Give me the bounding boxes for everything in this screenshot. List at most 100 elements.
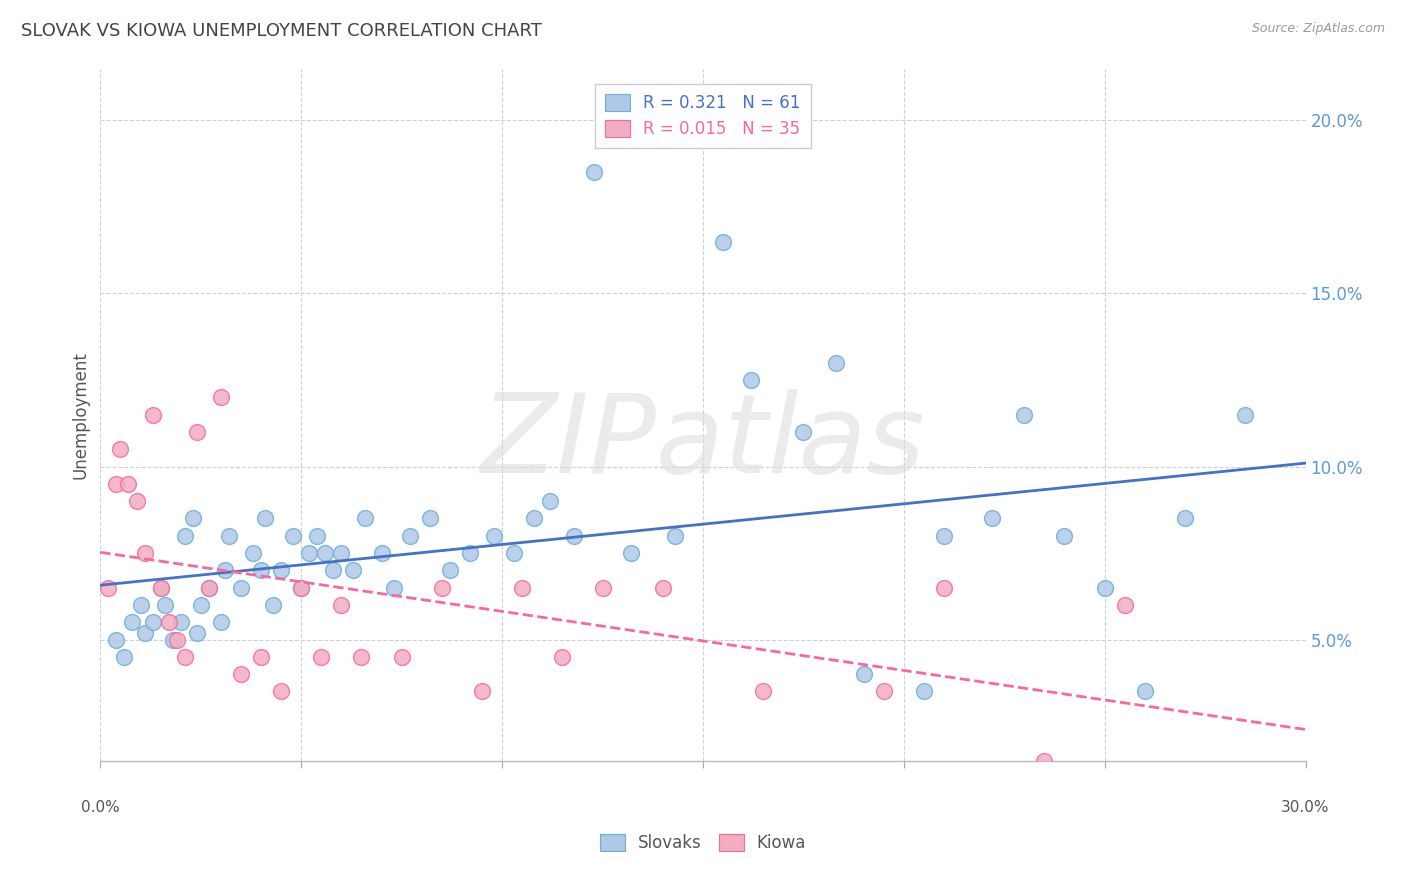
Text: Source: ZipAtlas.com: Source: ZipAtlas.com — [1251, 22, 1385, 36]
Point — [173, 529, 195, 543]
Point — [157, 615, 180, 630]
Point — [105, 632, 128, 647]
Point — [551, 649, 574, 664]
Point — [932, 581, 955, 595]
Text: 30.0%: 30.0% — [1281, 799, 1330, 814]
Point — [134, 625, 156, 640]
Point — [1094, 581, 1116, 595]
Point — [254, 511, 277, 525]
Point — [752, 684, 775, 698]
Point — [510, 581, 533, 595]
Point — [117, 476, 139, 491]
Point — [503, 546, 526, 560]
Point — [792, 425, 814, 439]
Point — [250, 649, 273, 664]
Point — [186, 425, 208, 439]
Point — [824, 356, 846, 370]
Point — [170, 615, 193, 630]
Legend: Slovaks, Kiowa: Slovaks, Kiowa — [593, 827, 813, 859]
Point — [142, 615, 165, 630]
Point — [458, 546, 481, 560]
Point — [290, 581, 312, 595]
Point — [110, 442, 132, 457]
Point — [370, 546, 392, 560]
Point — [198, 581, 221, 595]
Point — [322, 563, 344, 577]
Point — [430, 581, 453, 595]
Point — [564, 529, 586, 543]
Point — [471, 684, 494, 698]
Point — [149, 581, 172, 595]
Point — [482, 529, 505, 543]
Text: ZIPatlas: ZIPatlas — [481, 389, 925, 496]
Point — [114, 649, 136, 664]
Point — [439, 563, 461, 577]
Point — [270, 563, 292, 577]
Point — [1234, 408, 1257, 422]
Point — [1133, 684, 1156, 698]
Point — [142, 408, 165, 422]
Point — [307, 529, 329, 543]
Point — [342, 563, 364, 577]
Point — [398, 529, 420, 543]
Point — [391, 649, 413, 664]
Point — [330, 598, 353, 612]
Point — [198, 581, 221, 595]
Point — [149, 581, 172, 595]
Point — [583, 165, 606, 179]
Point — [523, 511, 546, 525]
Legend: R = 0.321   N = 61, R = 0.015   N = 35: R = 0.321 N = 61, R = 0.015 N = 35 — [595, 84, 811, 148]
Point — [852, 667, 875, 681]
Point — [1174, 511, 1197, 525]
Point — [186, 625, 208, 640]
Point — [214, 563, 236, 577]
Point — [350, 649, 373, 664]
Point — [912, 684, 935, 698]
Point — [290, 581, 312, 595]
Point — [229, 667, 252, 681]
Point — [125, 494, 148, 508]
Point — [190, 598, 212, 612]
Point — [620, 546, 643, 560]
Point — [121, 615, 143, 630]
Text: 0.0%: 0.0% — [82, 799, 120, 814]
Point — [229, 581, 252, 595]
Point — [218, 529, 240, 543]
Point — [592, 581, 614, 595]
Point — [664, 529, 686, 543]
Point — [162, 632, 184, 647]
Point — [932, 529, 955, 543]
Point — [153, 598, 176, 612]
Point — [311, 649, 333, 664]
Point — [1053, 529, 1076, 543]
Point — [242, 546, 264, 560]
Point — [250, 563, 273, 577]
Point — [134, 546, 156, 560]
Point — [270, 684, 292, 698]
Point — [538, 494, 561, 508]
Point — [419, 511, 441, 525]
Point — [173, 649, 195, 664]
Point — [97, 581, 120, 595]
Y-axis label: Unemployment: Unemployment — [72, 351, 89, 478]
Point — [873, 684, 896, 698]
Point — [166, 632, 188, 647]
Point — [651, 581, 673, 595]
Point — [262, 598, 284, 612]
Point — [354, 511, 377, 525]
Point — [181, 511, 204, 525]
Point — [314, 546, 336, 560]
Point — [711, 235, 734, 249]
Point — [330, 546, 353, 560]
Point — [283, 529, 305, 543]
Point — [105, 476, 128, 491]
Point — [382, 581, 405, 595]
Point — [740, 373, 762, 387]
Point — [1033, 754, 1056, 768]
Point — [209, 615, 232, 630]
Point — [1114, 598, 1136, 612]
Point — [298, 546, 321, 560]
Text: SLOVAK VS KIOWA UNEMPLOYMENT CORRELATION CHART: SLOVAK VS KIOWA UNEMPLOYMENT CORRELATION… — [21, 22, 541, 40]
Point — [209, 390, 232, 404]
Point — [1014, 408, 1036, 422]
